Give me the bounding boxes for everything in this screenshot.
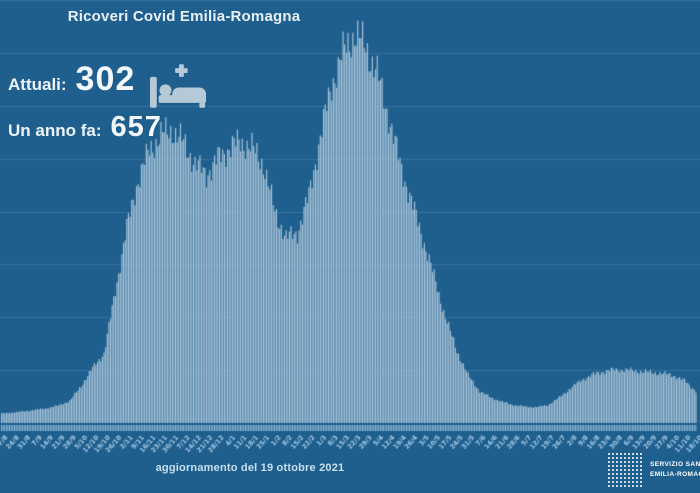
current-value: 302 [75,60,136,98]
logo-text: SERVIZIO SANITARIO EMILIA-ROMAGNA [650,460,700,479]
year-ago-stat-row: Un anno fa: 657 [8,111,208,144]
emilia-romagna-mosaic-icon [606,451,643,488]
update-caption: aggiornamento del 19 ottobre 2021 [155,462,345,474]
hospitalizations-bar-chart [0,0,700,455]
year-ago-value: 657 [110,111,162,143]
current-label: Attuali: [8,75,67,94]
regional-health-logo: SERVIZIO SANITARIO EMILIA-ROMAGNA [606,451,700,488]
stats-block: Attuali: 302 Un anno fa: 657 [8,60,208,144]
logo-line2: EMILIA-ROMAGNA [650,470,700,478]
logo-line1: SERVIZIO SANITARIO [650,461,700,469]
current-stat-row: Attuali: 302 [8,60,208,109]
page-title: Ricoveri Covid Emilia-Romagna [67,8,301,25]
year-ago-label: Un anno fa: [8,121,102,140]
hospital-bed-icon [150,64,208,113]
